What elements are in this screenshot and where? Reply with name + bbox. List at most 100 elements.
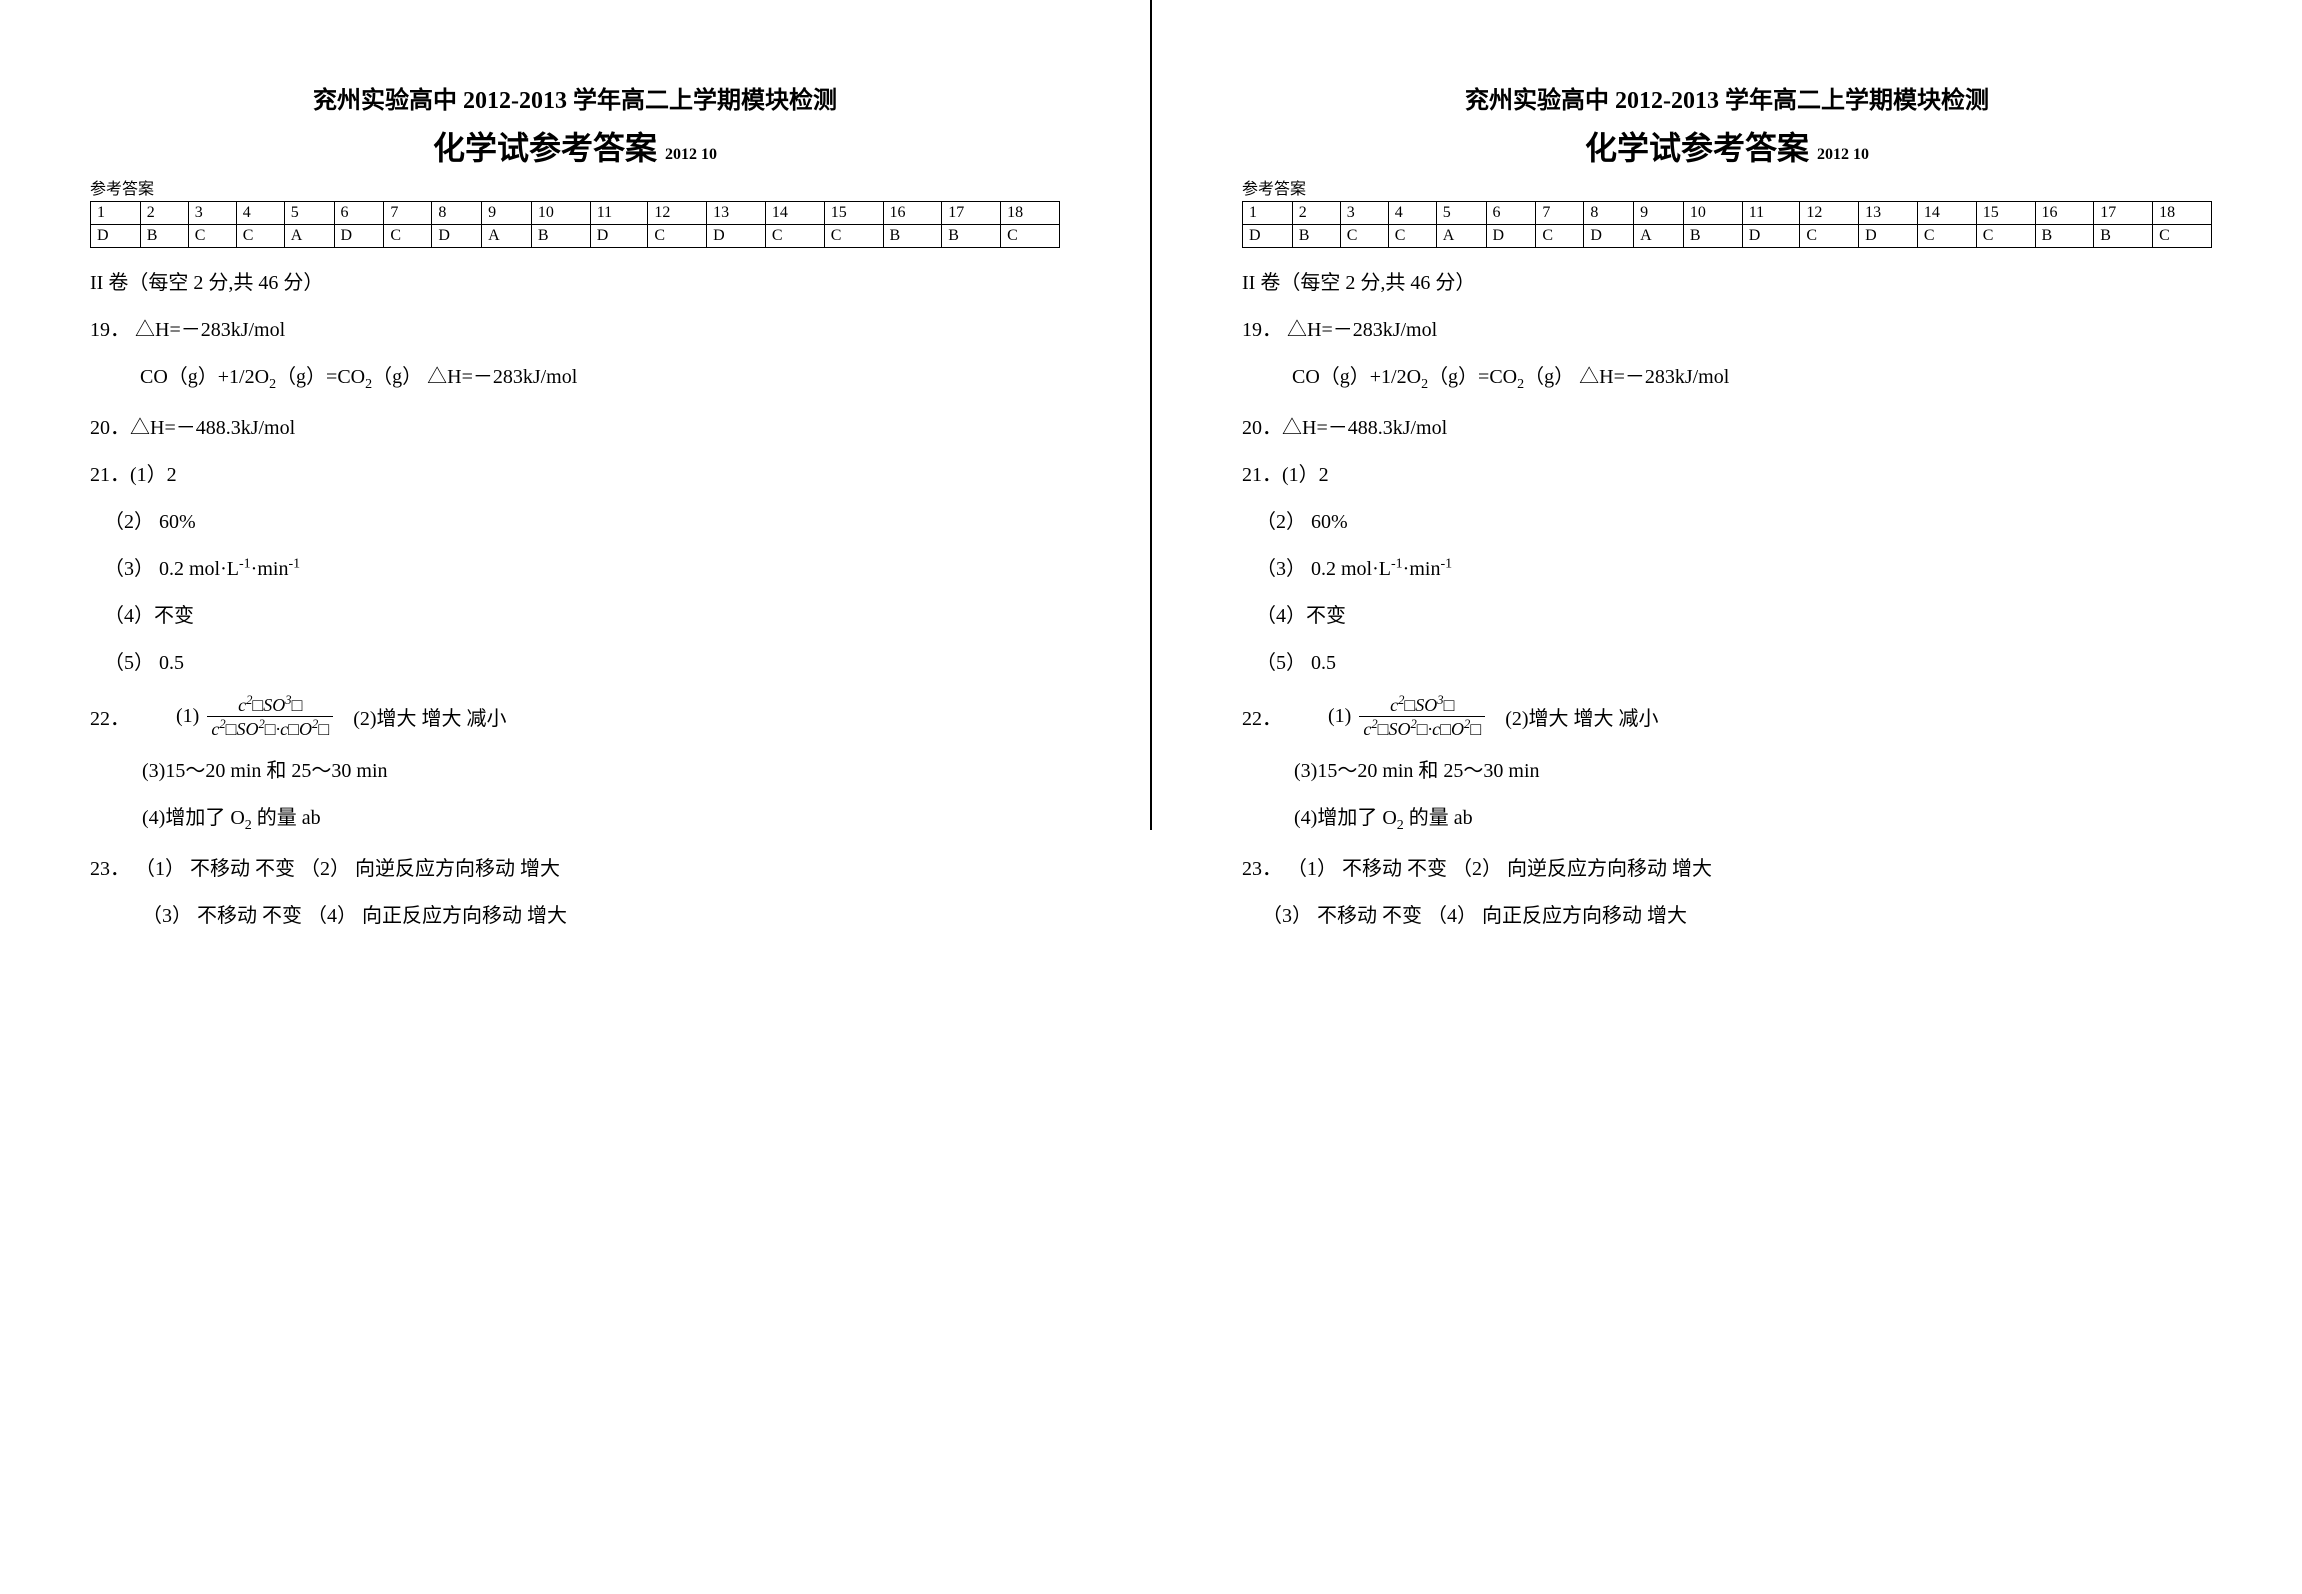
q22-3-r: (3)15～20 min 和 25～30 min — [1242, 754, 2212, 783]
table-cell-answer: D — [432, 225, 482, 248]
q23-1: 23． （1） 不移动 不变 （2） 向逆反应方向移动 增大 — [90, 852, 1060, 881]
table-cell-answer: D — [91, 225, 141, 248]
q22-fraction-r: c2□SO3□ c2□SO2□·c□O2□ — [1359, 693, 1485, 740]
q21-2: （2） 60% — [90, 505, 1060, 534]
table-cell-answer: C — [1536, 225, 1584, 248]
answer-table-r: 123456789101112131415161718 DBCCADCDABDC… — [1242, 201, 2212, 248]
table-cell-answer: C — [188, 225, 236, 248]
q22-1-r: 22． (1) c2□SO3□ c2□SO2□·c□O2□ (2)增大 增大 减… — [1242, 693, 2212, 740]
table-cell-num: 9 — [482, 202, 532, 225]
table-cell-num: 9 — [1634, 202, 1684, 225]
table-cell-answer: B — [140, 225, 188, 248]
table-cell-num: 8 — [432, 202, 482, 225]
page-title-1: 兖州实验高中 2012-2013 学年高二上学期模块检测 — [90, 80, 1060, 115]
q21-2-r: （2） 60% — [1242, 505, 2212, 534]
q22-4: (4)增加了 O2 的量 ab — [90, 801, 1060, 834]
table-cell-answer: D — [1859, 225, 1918, 248]
table-cell-answer: D — [707, 225, 766, 248]
table-cell-answer: B — [2035, 225, 2094, 248]
q21-4: （4）不变 — [90, 599, 1060, 628]
table-cell-num: 11 — [590, 202, 648, 225]
table-cell-num: 14 — [765, 202, 824, 225]
q21-4-r: （4）不变 — [1242, 599, 2212, 628]
ref-label-r: 参考答案 — [1242, 175, 2212, 199]
table-cell-num: 10 — [1683, 202, 1742, 225]
right-page: 兖州实验高中 2012-2013 学年高二上学期模块检测 化学试参考答案 201… — [1152, 0, 2302, 1594]
table-cell-answer: B — [531, 225, 590, 248]
table-cell-answer: C — [1340, 225, 1388, 248]
q20-r: 20．△H=－488.3kJ/mol — [1242, 411, 2212, 440]
q23-2-r: （3） 不移动 不变 （4） 向正反应方向移动 增大 — [1242, 899, 2212, 928]
table-cell-num: 15 — [1976, 202, 2035, 225]
table-cell-answer: C — [384, 225, 432, 248]
table-cell-answer: B — [2094, 225, 2153, 248]
q21-1-r: 21．(1）2 — [1242, 458, 2212, 487]
table-cell-num: 1 — [1243, 202, 1293, 225]
table-cell-num: 14 — [1917, 202, 1976, 225]
q19-a-r: 19． △H=－283kJ/mol — [1242, 313, 2212, 342]
q22-fraction: c2□SO3□ c2□SO2□·c□O2□ — [207, 693, 333, 740]
table-cell-answer: C — [824, 225, 883, 248]
table-cell-num: 10 — [531, 202, 590, 225]
table-cell-answer: C — [648, 225, 707, 248]
table-cell-num: 17 — [2094, 202, 2153, 225]
table-cell-answer: C — [765, 225, 824, 248]
table-row-answers: DBCCADCDABDCDCCBBC — [91, 225, 1060, 248]
table-cell-num: 7 — [1536, 202, 1584, 225]
table-cell-answer: D — [1742, 225, 1800, 248]
table-cell-num: 3 — [1340, 202, 1388, 225]
table-cell-num: 18 — [1001, 202, 1060, 225]
table-cell-num: 2 — [1292, 202, 1340, 225]
table-cell-num: 15 — [824, 202, 883, 225]
table-cell-answer: B — [1292, 225, 1340, 248]
title-date-r: 2012 10 — [1817, 146, 1869, 163]
title-main: 化学试参考答案 — [433, 130, 657, 166]
table-row-answers-r: DBCCADCDABDCDCCBBC — [1243, 225, 2212, 248]
title-main-r: 化学试参考答案 — [1585, 130, 1809, 166]
q21-3: （3） 0.2 mol·L-1·min-1 — [90, 552, 1060, 581]
q21-3-r: （3） 0.2 mol·L-1·min-1 — [1242, 552, 2212, 581]
q22-2: (2)增大 增大 减小 — [353, 702, 506, 731]
ref-label: 参考答案 — [90, 175, 1060, 199]
table-cell-num: 5 — [284, 202, 334, 225]
table-cell-answer: A — [482, 225, 532, 248]
table-cell-num: 1 — [91, 202, 141, 225]
table-cell-answer: A — [1634, 225, 1684, 248]
table-cell-num: 13 — [707, 202, 766, 225]
title-date: 2012 10 — [665, 146, 717, 163]
table-cell-num: 11 — [1742, 202, 1800, 225]
table-cell-num: 13 — [1859, 202, 1918, 225]
table-cell-answer: C — [1976, 225, 2035, 248]
q22-4-r: (4)增加了 O2 的量 ab — [1242, 801, 2212, 834]
table-cell-num: 12 — [1800, 202, 1859, 225]
table-cell-num: 6 — [334, 202, 384, 225]
table-cell-num: 16 — [2035, 202, 2094, 225]
page-title-2-r: 化学试参考答案 2012 10 — [1242, 123, 2212, 169]
table-cell-answer: C — [1388, 225, 1436, 248]
table-cell-answer: C — [1917, 225, 1976, 248]
q19-a: 19． △H=－283kJ/mol — [90, 313, 1060, 342]
table-row-nums-r: 123456789101112131415161718 — [1243, 202, 2212, 225]
page-title-2: 化学试参考答案 2012 10 — [90, 123, 1060, 169]
table-cell-num: 3 — [188, 202, 236, 225]
section2-header-r: II 卷（每空 2 分,共 46 分） — [1242, 266, 2212, 295]
page-title-1-r: 兖州实验高中 2012-2013 学年高二上学期模块检测 — [1242, 80, 2212, 115]
section2-header: II 卷（每空 2 分,共 46 分） — [90, 266, 1060, 295]
table-cell-answer: B — [883, 225, 942, 248]
table-cell-answer: A — [284, 225, 334, 248]
table-cell-answer: A — [1436, 225, 1486, 248]
q23-1-r: 23． （1） 不移动 不变 （2） 向逆反应方向移动 增大 — [1242, 852, 2212, 881]
q22-label: 22． — [90, 702, 130, 731]
table-cell-answer: D — [1486, 225, 1536, 248]
table-cell-answer: B — [942, 225, 1001, 248]
table-cell-num: 5 — [1436, 202, 1486, 225]
table-cell-answer: C — [236, 225, 284, 248]
answer-table: 123456789101112131415161718 DBCCADCDABDC… — [90, 201, 1060, 248]
table-cell-num: 7 — [384, 202, 432, 225]
table-cell-answer: D — [1584, 225, 1634, 248]
table-cell-num: 17 — [942, 202, 1001, 225]
table-cell-answer: D — [590, 225, 648, 248]
table-cell-num: 2 — [140, 202, 188, 225]
table-cell-answer: C — [2153, 225, 2212, 248]
table-cell-num: 6 — [1486, 202, 1536, 225]
